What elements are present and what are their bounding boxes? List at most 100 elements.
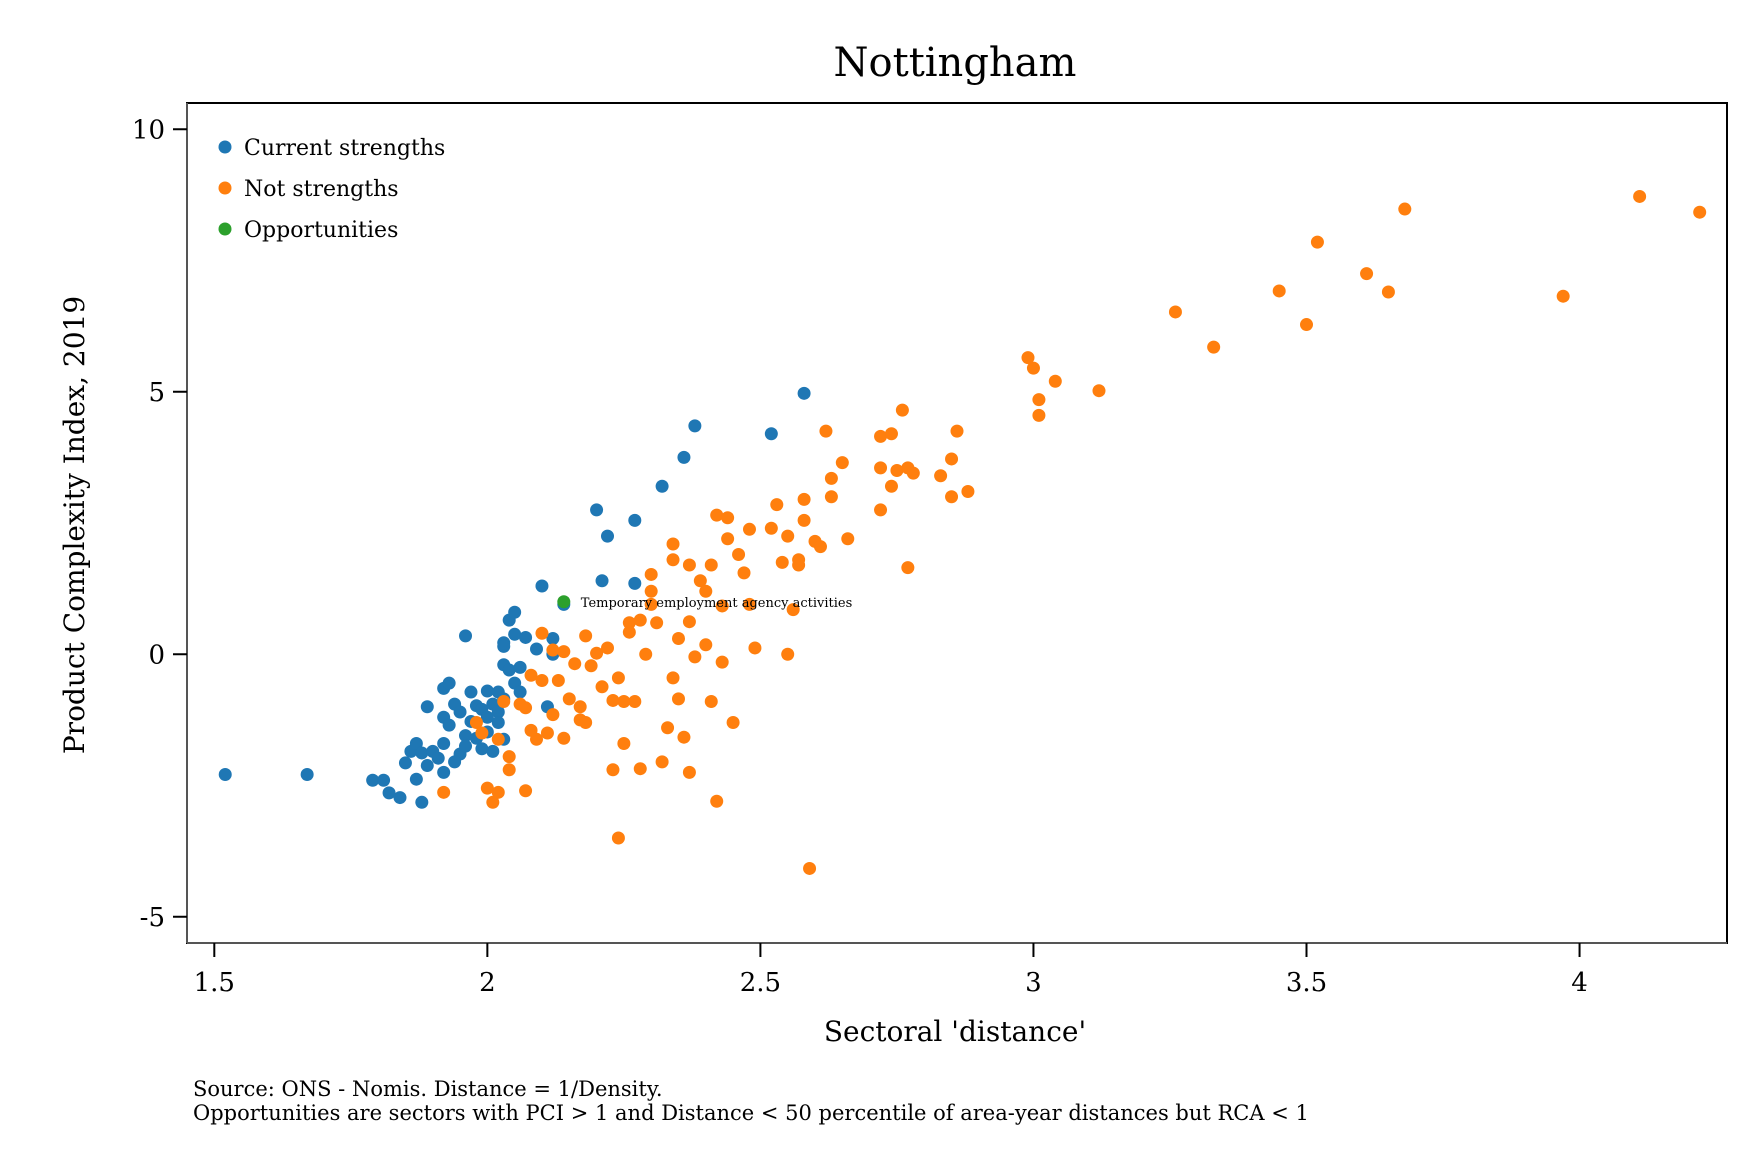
point-current-strengths — [409, 772, 423, 786]
point-not-strengths — [1092, 384, 1106, 398]
legend-label: Current strengths — [244, 136, 445, 161]
point-not-strengths — [1272, 284, 1286, 298]
point-current-strengths — [677, 450, 691, 464]
point-current-strengths — [459, 739, 473, 753]
point-not-strengths — [551, 674, 565, 687]
point-not-strengths — [497, 695, 511, 708]
point-not-strengths — [682, 765, 696, 779]
point-current-strengths — [628, 513, 642, 527]
x-tick-label: 2 — [479, 968, 496, 998]
point-not-strengths — [874, 461, 888, 475]
point-not-strengths — [622, 625, 636, 639]
point-current-strengths — [595, 574, 609, 588]
point-not-strengths — [568, 657, 582, 671]
point-not-strengths — [573, 700, 587, 714]
point-current-strengths — [366, 773, 380, 787]
point-not-strengths — [721, 511, 735, 525]
plot-frame — [186, 102, 1728, 944]
point-not-strengths — [748, 641, 762, 655]
point-not-strengths — [841, 532, 855, 546]
point-not-strengths — [884, 479, 898, 493]
point-not-strengths — [606, 763, 620, 777]
point-not-strengths — [874, 429, 888, 443]
point-current-strengths — [688, 419, 702, 433]
point-not-strengths — [437, 785, 451, 799]
point-not-strengths — [781, 529, 795, 543]
point-not-strengths — [611, 831, 625, 845]
legend-marker — [218, 140, 232, 154]
point-not-strengths — [590, 646, 604, 660]
y-axis-title: Product Complexity Index, 2019 — [58, 296, 91, 754]
point-not-strengths — [792, 553, 806, 567]
point-current-strengths — [480, 684, 494, 698]
point-current-strengths — [437, 765, 451, 779]
point-not-strengths — [1168, 305, 1182, 319]
point-not-strengths — [775, 555, 789, 569]
point-not-strengths — [803, 861, 817, 875]
point-current-strengths — [398, 756, 412, 770]
point-current-strengths — [764, 427, 778, 441]
point-current-strengths — [420, 700, 434, 714]
point-not-strengths — [628, 695, 642, 708]
point-not-strengths — [813, 540, 827, 554]
point-not-strengths — [786, 603, 800, 617]
point-not-strengths — [469, 716, 483, 729]
point-current-strengths — [513, 660, 527, 674]
point-not-strengths — [710, 794, 724, 808]
point-current-strengths — [519, 630, 533, 644]
y-tick-label: 0 — [148, 640, 165, 670]
point-current-strengths — [628, 576, 642, 590]
point-not-strengths — [704, 558, 718, 572]
point-not-strengths — [644, 567, 658, 581]
point-current-strengths — [655, 479, 669, 493]
point-not-strengths — [1360, 267, 1374, 281]
point-current-strengths — [535, 579, 549, 593]
point-not-strengths — [819, 424, 833, 438]
point-not-strengths — [1048, 374, 1062, 388]
point-annotations: Temporary employment agency activities — [581, 596, 852, 611]
point-not-strengths — [644, 597, 658, 611]
legend-label: Not strengths — [244, 177, 399, 202]
point-not-strengths — [677, 730, 691, 744]
point-not-strengths — [535, 626, 549, 640]
point-not-strengths — [519, 784, 533, 798]
point-current-strengths — [530, 642, 544, 656]
point-not-strengths — [934, 469, 948, 483]
point-not-strengths — [721, 532, 735, 546]
x-axis-ticks: 1.5 2 2.5 3 3.5 4 — [194, 943, 1588, 998]
point-not-strengths — [584, 659, 598, 673]
point-not-strengths — [540, 726, 554, 740]
point-current-strengths — [431, 751, 445, 765]
point-not-strengths — [579, 716, 593, 729]
point-not-strengths — [1026, 361, 1040, 375]
point-not-strengths — [764, 521, 778, 535]
point-not-strengths — [1032, 393, 1046, 407]
point-not-strengths — [502, 750, 516, 764]
point-not-strengths — [770, 498, 784, 512]
point-not-strengths — [1381, 285, 1395, 299]
point-not-strengths — [682, 615, 696, 629]
point-not-strengths — [797, 513, 811, 527]
point-not-strengths — [486, 795, 500, 809]
point-current-strengths — [797, 386, 811, 400]
point-not-strengths — [622, 616, 636, 630]
point-not-strengths — [502, 763, 516, 777]
x-tick-label: 4 — [1571, 968, 1588, 998]
point-not-strengths — [666, 553, 680, 567]
point-current-strengths — [300, 767, 314, 781]
point-not-strengths — [1310, 235, 1324, 249]
point-not-strengths — [1693, 205, 1707, 219]
point-current-strengths — [546, 632, 560, 645]
legend-label: Opportunities — [244, 218, 398, 243]
point-current-strengths — [590, 503, 604, 517]
point-not-strengths — [682, 558, 696, 572]
point-not-strengths — [715, 599, 729, 613]
point-not-strengths — [650, 616, 664, 630]
point-not-strengths — [901, 561, 915, 575]
point-not-strengths — [1556, 289, 1570, 303]
definition-note: Opportunities are sectors with PCI > 1 a… — [193, 1101, 1309, 1125]
point-current-strengths — [453, 705, 467, 719]
point-not-strengths — [797, 492, 811, 506]
point-current-strengths — [420, 759, 434, 773]
point-not-strengths — [737, 566, 751, 580]
